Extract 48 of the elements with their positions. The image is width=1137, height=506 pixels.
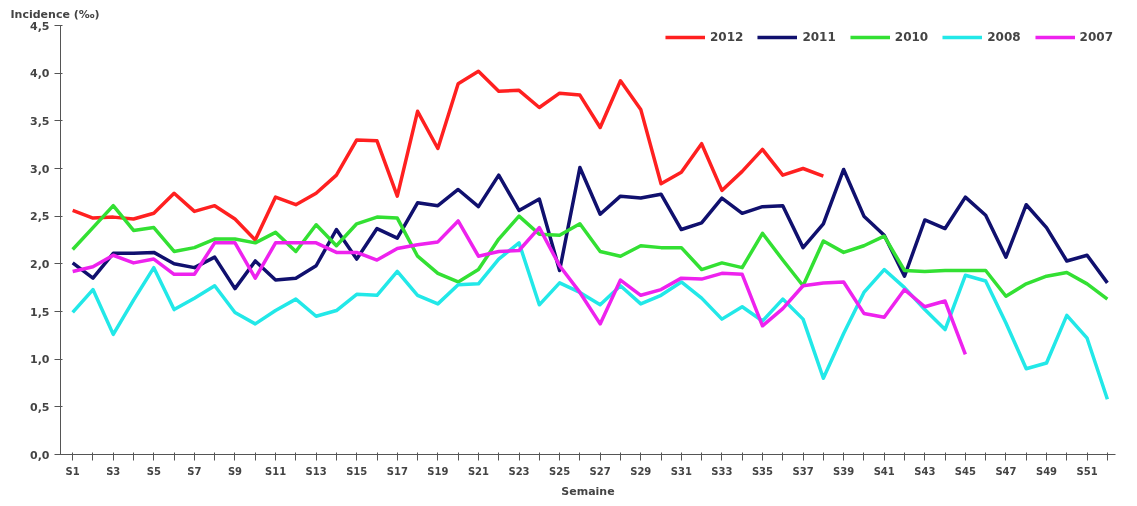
x-tick-label: S15 [346, 465, 368, 477]
x-tick-label: S7 [187, 465, 202, 477]
x-tick-label: S13 [305, 465, 327, 477]
x-tick-label: S51 [1076, 465, 1098, 477]
x-tick-label: S23 [508, 465, 530, 477]
x-tick-label: S5 [146, 465, 161, 477]
line-series [70, 241, 1110, 401]
x-tick-label: S19 [427, 465, 449, 477]
x-tick-label: S33 [711, 465, 733, 477]
y-tick-label: 0,0 [30, 448, 50, 462]
x-tick-label: S29 [630, 465, 652, 477]
line-series [70, 219, 968, 357]
x-tick-label: S31 [670, 465, 692, 477]
y-tick-label: 3,5 [30, 114, 50, 128]
legend-label: 2008 [987, 30, 1021, 44]
x-tick-label: S17 [386, 465, 408, 477]
x-tick-label: S39 [833, 465, 855, 477]
legend-label: 2011 [802, 30, 836, 44]
y-tick-label: 4,0 [30, 67, 50, 81]
x-tick-label: S45 [954, 465, 976, 477]
y-tick-label: 1,0 [30, 353, 50, 367]
y-tick-label: 1,5 [30, 305, 50, 319]
x-axis-title: Semaine [561, 484, 615, 498]
x-tick-label: S35 [751, 465, 774, 477]
x-tick-label: S3 [106, 465, 121, 477]
x-tick-label: S21 [467, 465, 490, 477]
x-tick-label: S9 [227, 465, 243, 477]
x-tick-label: S47 [995, 465, 1017, 477]
y-tick-label: 3,0 [30, 162, 50, 176]
x-tick-label: S49 [1035, 465, 1058, 477]
line-series [70, 203, 1110, 301]
x-tick-label: S11 [265, 465, 287, 477]
legend-label: 2012 [709, 30, 744, 44]
y-tick-label: 0,5 [30, 400, 50, 414]
y-tick-label: 2,0 [30, 257, 50, 271]
x-tick-label: S41 [873, 465, 895, 477]
y-tick-label: 2,5 [30, 210, 50, 224]
x-tick-label: S37 [792, 465, 814, 477]
line-series [70, 69, 826, 242]
x-tick-label: S27 [589, 465, 611, 477]
legend-label: 2007 [1079, 30, 1113, 44]
y-tick-label: 4,5 [30, 19, 50, 33]
y-axis-title: Incidence (‰) [10, 7, 100, 21]
line-series [70, 165, 1110, 291]
legend-label: 2010 [894, 30, 929, 44]
x-tick-label: S43 [914, 465, 936, 477]
x-tick-label: S25 [549, 465, 571, 477]
x-tick-label: S1 [65, 465, 80, 477]
